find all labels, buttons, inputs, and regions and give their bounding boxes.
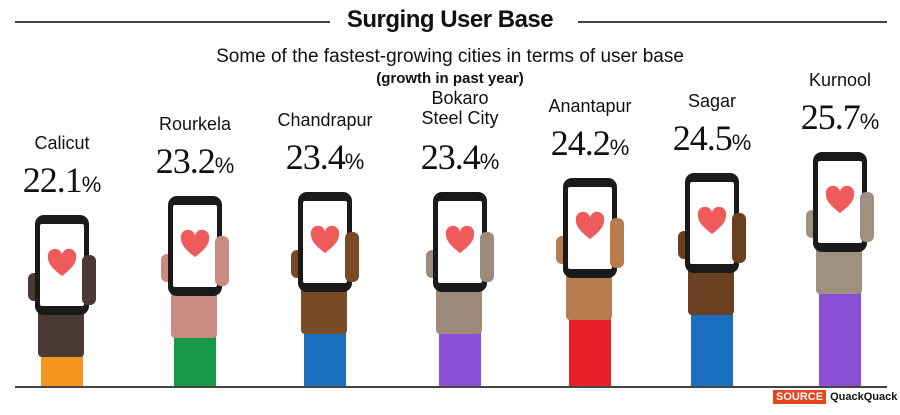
value-number: 24.2	[550, 123, 611, 163]
heart-icon	[47, 248, 77, 277]
sleeve	[41, 355, 83, 387]
source: SOURCE QuackQuack	[773, 390, 898, 404]
value-label: 23.4%	[395, 136, 525, 178]
city-label: Anantapur	[548, 96, 632, 116]
value-number: 23.4	[420, 137, 481, 177]
fingers	[480, 232, 494, 282]
city-label: Chandrapur	[277, 110, 373, 130]
title-rule-left	[15, 21, 330, 23]
percent-sign: %	[859, 109, 880, 134]
source-name: QuackQuack	[830, 391, 898, 403]
title-row: Surging User Base	[0, 6, 900, 36]
title-rule-right	[578, 21, 887, 23]
value-label: 25.7%	[775, 96, 900, 138]
city-label: Rourkela	[158, 114, 232, 134]
percent-sign: %	[731, 130, 752, 155]
phone-screen	[40, 224, 84, 306]
percent-sign: %	[479, 149, 500, 174]
value-label: 24.2%	[525, 122, 655, 164]
sleeve	[174, 336, 216, 387]
fingers	[82, 255, 96, 305]
city-label: Bokaro Steel City	[421, 88, 499, 128]
sleeve	[691, 313, 733, 387]
phone-icon	[35, 215, 89, 315]
fingers	[610, 218, 624, 268]
phone-icon	[563, 178, 617, 278]
value-number: 23.2	[155, 141, 216, 181]
phone-screen	[690, 182, 734, 264]
chart-subtitle: Some of the fastest-growing cities in te…	[216, 46, 684, 67]
value-number: 25.7	[800, 97, 861, 137]
percent-sign: %	[81, 172, 102, 197]
heart-icon	[310, 225, 340, 254]
percent-sign: %	[344, 149, 365, 174]
fingers	[215, 236, 229, 286]
phone-icon	[433, 192, 487, 292]
value-label: 23.4%	[260, 136, 390, 178]
source-tag: SOURCE	[773, 390, 827, 404]
baseline	[15, 386, 887, 388]
sleeve	[304, 332, 346, 387]
phone-screen	[818, 161, 862, 243]
value-number: 22.1	[22, 160, 83, 200]
fingers	[345, 232, 359, 282]
value-number: 23.4	[285, 137, 346, 177]
phone-icon	[168, 196, 222, 296]
phone-icon	[813, 152, 867, 252]
value-label: 22.1%	[0, 159, 127, 201]
fingers	[860, 192, 874, 242]
heart-icon	[180, 229, 210, 258]
value-label: 23.2%	[130, 140, 260, 182]
value-label: 24.5%	[647, 117, 777, 159]
city-label: Sagar	[687, 91, 737, 111]
sleeve	[439, 332, 481, 387]
chart-title: Surging User Base	[336, 6, 564, 33]
phone-screen	[568, 187, 612, 269]
chart-subtitle-note: (growth in past year)	[376, 70, 524, 87]
fingers	[732, 213, 746, 263]
percent-sign: %	[214, 153, 235, 178]
phone-icon	[685, 173, 739, 273]
heart-icon	[445, 225, 475, 254]
phone-icon	[298, 192, 352, 292]
sleeve	[569, 318, 611, 387]
phone-screen	[173, 205, 217, 287]
heart-icon	[825, 185, 855, 214]
city-label: Kurnool	[808, 70, 872, 90]
heart-icon	[575, 211, 605, 240]
sleeve	[819, 292, 861, 387]
phone-screen	[438, 201, 482, 283]
heart-icon	[697, 206, 727, 235]
city-label: Calicut	[34, 133, 90, 153]
percent-sign: %	[609, 135, 630, 160]
value-number: 24.5	[672, 118, 733, 158]
phone-screen	[303, 201, 347, 283]
